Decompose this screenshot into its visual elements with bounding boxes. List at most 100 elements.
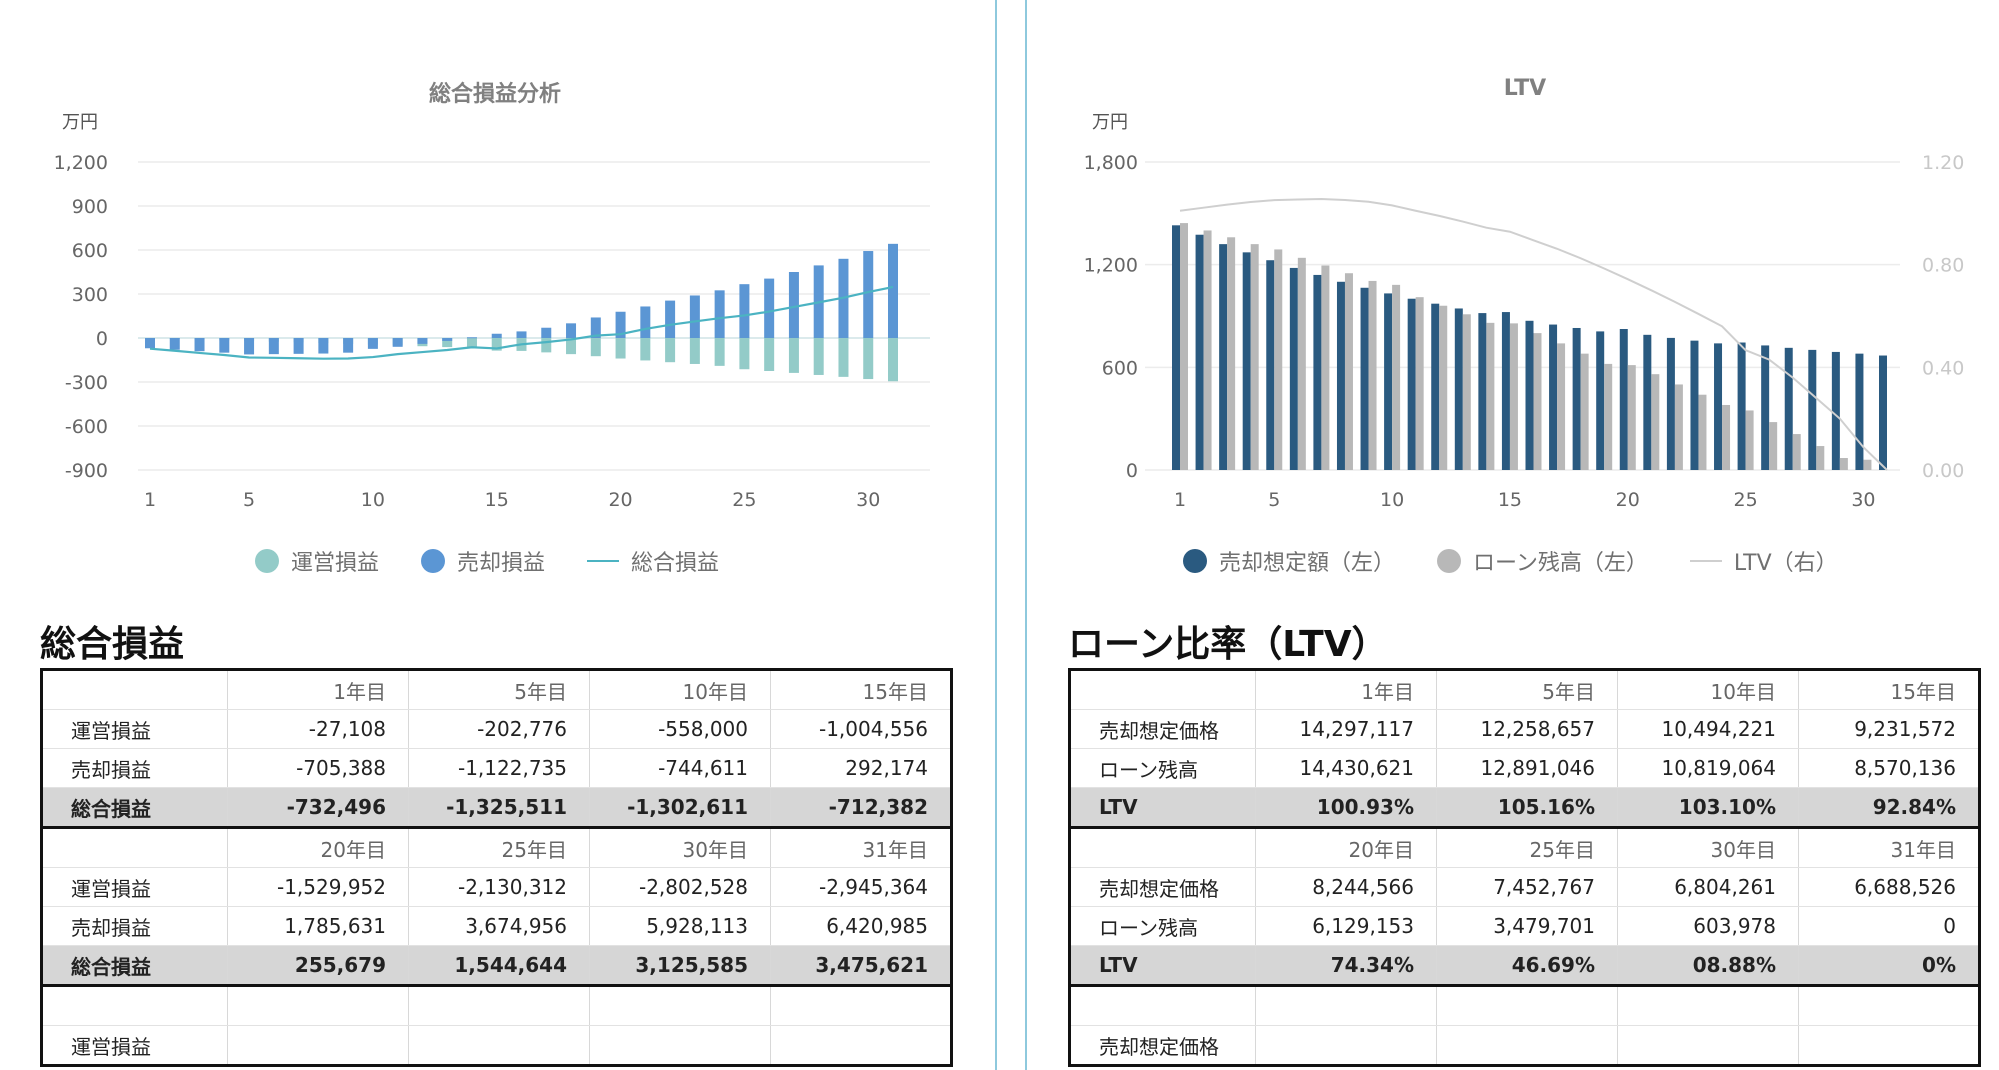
legend-swatch (1183, 549, 1207, 573)
bar (1596, 331, 1605, 470)
bar (739, 284, 750, 338)
total-line (149, 285, 894, 360)
header-cell: 25年目 (408, 827, 590, 868)
header-cell: 30年目 (589, 827, 771, 868)
bar (1745, 410, 1754, 470)
cell: -2,802,528 (589, 867, 771, 907)
x-tick-label: 20 (608, 489, 632, 511)
bar (1816, 446, 1825, 470)
row-label: LTV (1069, 787, 1256, 829)
bar (1384, 293, 1393, 470)
cell: 12,258,657 (1436, 709, 1618, 749)
ltv-line (1179, 197, 1888, 471)
x-tick-label: 1 (144, 489, 156, 511)
bar (1651, 374, 1660, 470)
right-chart-title: LTV (1503, 76, 1547, 101)
bar (813, 338, 824, 375)
bar (1501, 312, 1510, 470)
bar (244, 338, 255, 355)
cell: -1,122,735 (408, 748, 590, 788)
bar (640, 338, 651, 361)
bar (1792, 434, 1801, 470)
table-row: 売却想定価格 14,297,117 12,258,657 10,494,221 … (1069, 709, 1980, 749)
bar (194, 338, 205, 352)
bar (268, 338, 279, 355)
bar (1313, 274, 1322, 470)
bar (1180, 223, 1188, 470)
header-cell: 10年目 (589, 669, 771, 710)
bar (788, 338, 799, 373)
bar (739, 338, 750, 370)
cell: -1,529,952 (227, 867, 409, 907)
left-table: 1年目 5年目 10年目 15年目 運営損益 -27,108 -202,776 … (40, 668, 953, 1067)
bar (1509, 323, 1518, 470)
left-chart-title: 総合損益分析 (428, 82, 561, 107)
bar (1415, 297, 1424, 470)
right-y-unit: 万円 (1092, 112, 1128, 133)
table-header-row: 20年目 25年目 30年目 31年目 (1069, 827, 1980, 868)
row-label: 売却想定価格 (1069, 709, 1256, 749)
cell: 3,674,956 (408, 906, 590, 946)
y-tick-label: 0 (1126, 460, 1138, 482)
x-tick-label: 15 (1498, 489, 1522, 511)
bar (541, 327, 552, 338)
table-blank-row (41, 985, 952, 1026)
bar (392, 338, 403, 347)
x-tick-label: 10 (361, 489, 385, 511)
x-tick-label: 15 (485, 489, 509, 511)
row-label: ローン残高 (1069, 906, 1256, 946)
bar (590, 338, 601, 357)
right-table: 1年目 5年目 10年目 15年目 売却想定価格 14,297,117 12,2… (1068, 668, 1981, 1067)
x-tick-label: 30 (856, 489, 880, 511)
bar (442, 338, 453, 341)
bar (169, 338, 180, 350)
bar (145, 338, 155, 349)
y2-tick-label: 0.80 (1922, 255, 1964, 277)
x-tick-label: 1 (1174, 489, 1186, 511)
bar (1525, 320, 1534, 470)
bar (417, 338, 428, 344)
bar (1784, 347, 1793, 470)
x-tick-label: 10 (1380, 489, 1404, 511)
table-header-row: 1年目 5年目 10年目 15年目 (41, 669, 952, 710)
legend-item-sale-estimate: 売却想定額（左） (1183, 545, 1395, 577)
bar (1722, 404, 1731, 470)
x-tick-label: 5 (1268, 489, 1280, 511)
table-blank-row (1069, 985, 1980, 1026)
bar (1227, 237, 1236, 470)
y-tick-label: 1,200 (1084, 255, 1138, 277)
bar (590, 317, 601, 338)
bar (318, 338, 329, 354)
y2-tick-label: 0.40 (1922, 357, 1964, 379)
bar (1690, 340, 1699, 470)
header-cell: 5年目 (1436, 669, 1618, 710)
legend-label: 運営損益 (291, 551, 380, 576)
cell: -2,130,312 (408, 867, 590, 907)
bar (466, 337, 477, 339)
bar (1297, 257, 1306, 470)
bar (1274, 249, 1283, 470)
table-header-row: 1年目 5年目 10年目 15年目 (1069, 669, 1980, 710)
bar (1549, 324, 1558, 470)
bar (863, 251, 874, 338)
cell: 7,452,767 (1436, 867, 1618, 907)
legend-item-total: 総合損益 (587, 545, 719, 577)
legend-label: LTV（右） (1733, 551, 1838, 576)
row-label: 運営損益 (41, 1025, 228, 1066)
bar (1407, 298, 1416, 470)
legend-swatch (421, 549, 446, 573)
legend-label: 売却想定額（左） (1219, 551, 1396, 576)
legend-label: 総合損益 (631, 551, 720, 576)
header-cell: 20年目 (227, 827, 409, 868)
y-tick-label: -900 (65, 460, 108, 482)
cell: -27,108 (227, 709, 409, 749)
bar (1219, 244, 1228, 470)
cell: 14,430,621 (1255, 748, 1437, 788)
row-label: 売却想定価格 (1069, 867, 1256, 907)
row-label: 売却想定価格 (1069, 1025, 1256, 1066)
panel-divider-right (1025, 0, 1027, 1070)
bar (1863, 459, 1872, 470)
bar (888, 338, 898, 382)
table-row: 売却想定価格 8,244,566 7,452,767 6,804,261 6,6… (1069, 867, 1980, 907)
bar (442, 338, 453, 348)
